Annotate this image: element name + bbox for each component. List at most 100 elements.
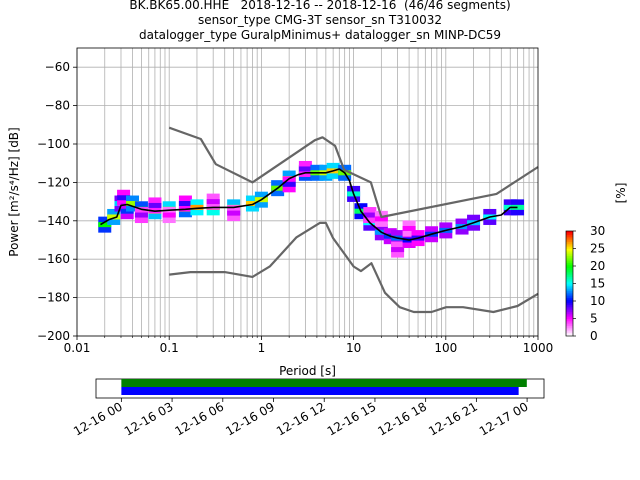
timeline-tick-label: 12-16 06	[173, 399, 227, 438]
colorbar-segment	[566, 241, 573, 244]
colorbar-segment	[566, 278, 573, 281]
y-axis-label: Power [m²/s⁴/Hz] [dB]	[7, 127, 21, 256]
colorbar-segment	[566, 250, 573, 253]
colorbar-tick-label: 15	[590, 277, 605, 291]
colorbar-segment	[566, 248, 573, 251]
colorbar-segment	[566, 245, 573, 248]
colorbar-segment	[566, 290, 573, 293]
colorbar-segment	[566, 292, 573, 295]
colorbar-segment	[566, 322, 573, 325]
x-axis: 0.01 0.1 1 10 100 1000	[64, 336, 554, 355]
colorbar-segment	[566, 232, 573, 235]
colorbar-segment	[566, 238, 573, 241]
colorbar-segment	[566, 316, 573, 319]
heatmap-cell	[162, 212, 176, 218]
y-tick-label: −60	[45, 60, 70, 74]
heatmap-cell	[227, 210, 241, 216]
colorbar-segment	[566, 236, 573, 239]
heatmap-cell	[126, 201, 140, 207]
colorbar-segment	[566, 299, 573, 302]
ppsd-heatmap	[98, 160, 525, 258]
heatmap-cell	[363, 212, 377, 218]
timeline-tick-label: 12-16 00	[71, 399, 125, 438]
colorbar-segment	[566, 280, 573, 283]
x-tick-label: 100	[434, 341, 457, 355]
timeline-tick-label: 12-16 15	[325, 399, 379, 438]
colorbar-tick-label: 0	[590, 329, 598, 343]
colorbar-segment	[566, 311, 573, 314]
colorbar-segment	[566, 262, 573, 265]
timeline-tick-label: 12-16 03	[122, 399, 176, 438]
timeline-tick-label: 12-16 12	[274, 399, 328, 438]
colorbar-segment	[566, 332, 573, 335]
colorbar-segment	[566, 315, 573, 318]
colorbar-segment	[566, 323, 573, 326]
heatmap-cell	[206, 199, 220, 205]
heatmap-cell	[374, 216, 388, 222]
x-tick-label: 1000	[523, 341, 554, 355]
colorbar-segment	[566, 301, 573, 304]
timeline-tick-label: 12-17 00	[477, 399, 531, 438]
heatmap-cell	[134, 212, 148, 218]
colorbar-segment	[566, 234, 573, 237]
plot-frame	[76, 47, 539, 337]
colorbar-segment	[566, 283, 573, 286]
y-axis: −200 −180 −160 −140 −120 −100 −80 −60	[37, 60, 77, 343]
heatmap-cell	[190, 204, 204, 210]
colorbar-segment	[566, 297, 573, 300]
heatmap-cell	[402, 225, 416, 231]
colorbar-segment	[566, 327, 573, 330]
heatmap-cell	[245, 201, 259, 207]
colorbar-segment	[566, 330, 573, 333]
colorbar-segment	[566, 264, 573, 267]
y-tick-label: −80	[45, 99, 70, 113]
colorbar-tick-label: 10	[590, 294, 605, 308]
chart-title-line-3: datalogger_type GuralpMinimus+ datalogge…	[138, 28, 502, 42]
colorbar-segment	[566, 269, 573, 272]
colorbar-segment	[566, 308, 573, 311]
heatmap-cell	[117, 195, 131, 201]
colorbar-segment	[566, 320, 573, 323]
x-axis-label: Period [s]	[279, 364, 336, 378]
colorbar-label: [%]	[614, 183, 628, 204]
colorbar-segment	[566, 276, 573, 279]
heatmap-cell	[298, 166, 312, 172]
timeline-tick-label: 12-16 21	[426, 399, 480, 438]
y-tick-label: −100	[37, 137, 70, 151]
colorbar-segment	[566, 281, 573, 284]
colorbar-segment	[566, 274, 573, 277]
chart-title-line-2: sensor_type CMG-3T sensor_sn T310032	[197, 13, 443, 27]
heatmap-cell	[148, 202, 162, 208]
y-tick-label: −120	[37, 175, 70, 189]
y-tick-label: −160	[37, 252, 70, 266]
colorbar-segment	[566, 273, 573, 276]
timeline-bar	[121, 387, 519, 395]
colorbar-segment	[566, 329, 573, 332]
mode-line	[100, 168, 518, 241]
colorbar-segment	[566, 267, 573, 270]
grid-lines	[76, 48, 538, 337]
y-tick-label: −180	[37, 291, 70, 305]
x-tick-label: 0.1	[160, 341, 179, 355]
colorbar-segment	[566, 318, 573, 321]
x-tick-label: 1	[258, 341, 266, 355]
colorbar-segment	[566, 294, 573, 297]
colorbar-segment	[566, 309, 573, 312]
heatmap-cell	[391, 247, 405, 253]
colorbar-segment	[566, 252, 573, 255]
x-tick-label: 0.01	[64, 341, 91, 355]
colorbar-segment	[566, 302, 573, 305]
heatmap-cell	[107, 214, 121, 220]
colorbar-segment	[566, 259, 573, 262]
x-tick-label: 10	[346, 341, 361, 355]
colorbar-segment	[566, 313, 573, 316]
y-tick-label: −200	[37, 329, 70, 343]
colorbar-segment	[566, 255, 573, 258]
colorbar-segment	[566, 231, 573, 234]
colorbar-segment	[566, 239, 573, 242]
colorbar-segment	[566, 287, 573, 290]
timeline-tick-label: 12-16 09	[223, 399, 277, 438]
heatmap-cell	[282, 181, 296, 187]
